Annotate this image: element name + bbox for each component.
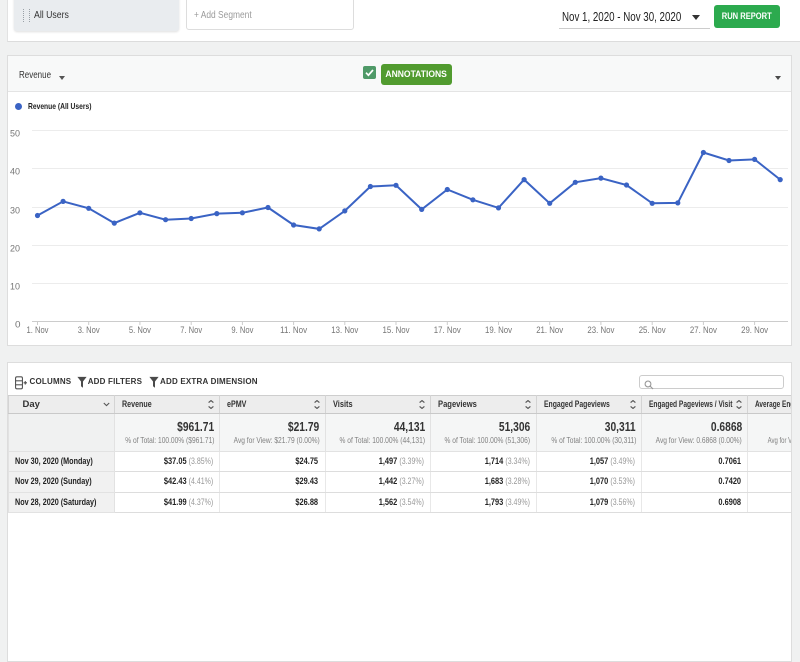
svg-text:27. Nov: 27. Nov [690, 325, 717, 336]
svg-text:15. Nov: 15. Nov [383, 325, 410, 336]
svg-text:10: 10 [10, 282, 20, 293]
svg-text:40: 40 [10, 167, 20, 178]
svg-text:9. Nov: 9. Nov [231, 325, 253, 336]
svg-text:11. Nov: 11. Nov [280, 325, 307, 336]
svg-text:0: 0 [15, 320, 21, 331]
svg-text:25. Nov: 25. Nov [639, 325, 666, 336]
svg-text:3. Nov: 3. Nov [78, 325, 100, 336]
svg-text:19. Nov: 19. Nov [485, 325, 512, 336]
svg-text:7. Nov: 7. Nov [180, 325, 202, 336]
svg-text:29. Nov: 29. Nov [741, 325, 768, 336]
svg-text:23. Nov: 23. Nov [587, 325, 614, 336]
svg-text:17. Nov: 17. Nov [434, 325, 461, 336]
svg-text:1. Nov: 1. Nov [27, 325, 49, 336]
svg-text:30: 30 [10, 206, 20, 217]
svg-text:13. Nov: 13. Nov [331, 325, 358, 336]
svg-text:50: 50 [10, 129, 20, 140]
svg-text:20: 20 [10, 244, 20, 255]
svg-text:5. Nov: 5. Nov [129, 325, 151, 336]
svg-text:21. Nov: 21. Nov [536, 325, 563, 336]
